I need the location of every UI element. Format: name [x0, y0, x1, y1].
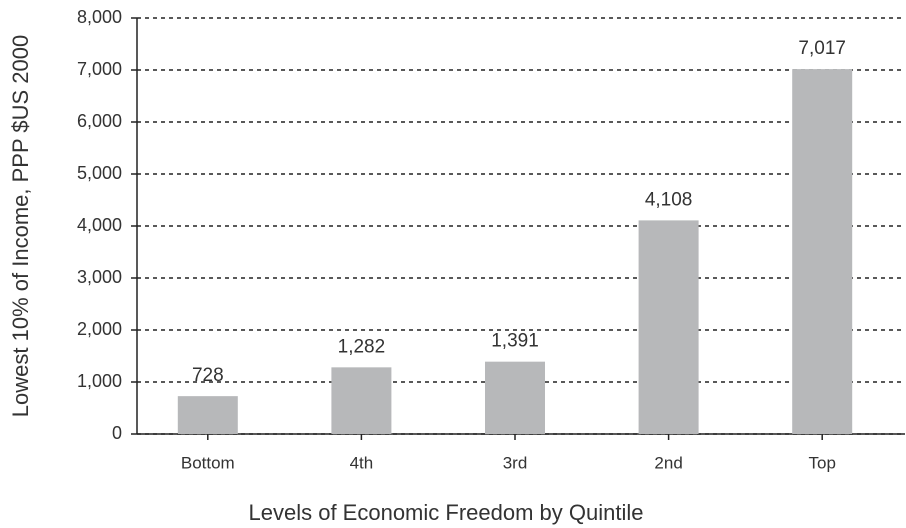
data-label: 1,391: [491, 331, 539, 352]
data-label: 4,108: [645, 189, 693, 210]
x-tick-label: 4th: [350, 453, 374, 472]
bar: [177, 396, 238, 434]
y-tick-label: 6,000: [77, 111, 122, 131]
bar: [638, 220, 699, 434]
y-tick-label: 7,000: [77, 59, 122, 79]
data-label: 7,017: [798, 38, 846, 59]
y-tick-label: 3,000: [77, 267, 122, 287]
x-tick-label: 3rd: [503, 453, 528, 472]
bar: [331, 367, 392, 434]
y-tick-label: 8,000: [77, 7, 122, 27]
bar: [792, 69, 853, 434]
x-tick-label: Bottom: [181, 453, 235, 472]
x-tick-label: Top: [808, 453, 835, 472]
bar: [485, 361, 545, 434]
y-axis-label: Lowest 10% of Income, PPP $US 2000: [8, 35, 33, 417]
y-tick-label: 4,000: [77, 215, 122, 235]
y-tick-label: 5,000: [77, 163, 122, 183]
y-tick-label: 2,000: [77, 319, 122, 339]
x-tick-label: 2nd: [654, 453, 682, 472]
y-tick-label: 0: [112, 423, 122, 443]
data-label: 1,282: [338, 336, 386, 357]
x-axis-label: Levels of Economic Freedom by Quintile: [249, 500, 644, 525]
data-label: 728: [192, 365, 224, 386]
y-tick-label: 1,000: [77, 371, 122, 391]
